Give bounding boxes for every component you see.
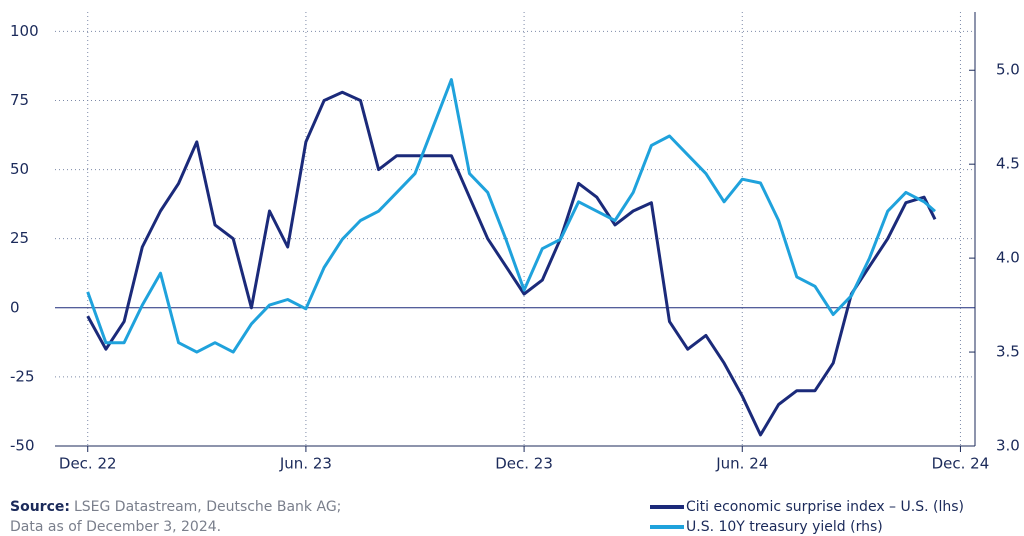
source-label: Source: bbox=[10, 499, 70, 515]
y2-tick-label: 3.0 bbox=[996, 437, 1020, 455]
y-tick-label: -50 bbox=[10, 437, 35, 455]
x-tick-label: Dec. 23 bbox=[495, 455, 553, 473]
source: Source: LSEG Datastream, Deutsche Bank AG… bbox=[10, 499, 341, 515]
y2-tick-label: 3.5 bbox=[996, 343, 1020, 361]
y2-tick-label: 4.5 bbox=[996, 155, 1020, 173]
y-tick-label: 50 bbox=[10, 160, 29, 178]
series-line bbox=[86, 90, 937, 437]
legend-label: Citi economic surprise index – U.S. (lhs… bbox=[686, 499, 964, 515]
y2-tick-label: 5.0 bbox=[996, 61, 1020, 79]
y-tick-label: 25 bbox=[10, 229, 29, 247]
legend-label: U.S. 10Y treasury yield (rhs) bbox=[686, 519, 883, 535]
source-text: LSEG Datastream, Deutsche Bank AG; bbox=[74, 499, 341, 515]
y-tick-label: 100 bbox=[10, 22, 39, 40]
series-line bbox=[86, 78, 936, 354]
x-tick-label: Jun. 23 bbox=[279, 455, 332, 473]
x-tick-label: Dec. 24 bbox=[932, 455, 990, 473]
y-tick-label: -25 bbox=[10, 367, 35, 385]
y-tick-label: 75 bbox=[10, 91, 29, 109]
note: Data as of December 3, 2024. bbox=[10, 519, 221, 535]
x-tick-label: Jun. 24 bbox=[715, 455, 768, 473]
y2-tick-label: 4.0 bbox=[996, 249, 1020, 267]
x-tick-label: Dec. 22 bbox=[59, 455, 117, 473]
y-tick-label: 0 bbox=[10, 298, 20, 316]
